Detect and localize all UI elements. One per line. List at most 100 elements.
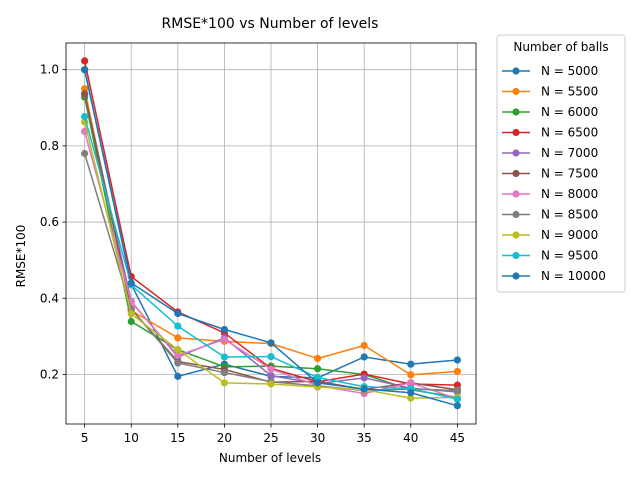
data-point: [81, 149, 89, 158]
x-tick-label: 35: [357, 431, 372, 445]
data-point: [174, 372, 182, 380]
legend-entry: N = 7000: [502, 146, 598, 160]
x-tick-label: 25: [263, 431, 278, 445]
legend-entry: N = 9500: [502, 249, 598, 263]
data-point: [407, 394, 415, 402]
legend-entry: N = 7500: [502, 167, 598, 181]
data-point: [313, 373, 322, 382]
chart-title: RMSE*100 vs Number of levels: [162, 16, 379, 32]
data-point: [453, 402, 461, 410]
legend-entry: N = 10000: [502, 269, 606, 283]
legend-entry: N = 6500: [502, 126, 598, 140]
legend-label: N = 5500: [541, 85, 598, 99]
x-tick-label: 5: [81, 431, 89, 445]
legend-marker: [512, 272, 520, 280]
legend-label: N = 8500: [541, 208, 598, 222]
x-tick-label: 45: [450, 431, 465, 445]
data-point: [407, 389, 415, 397]
data-point: [220, 335, 229, 344]
data-point: [453, 356, 461, 364]
data-point: [220, 325, 229, 334]
data-point: [174, 322, 182, 330]
legend-marker: [512, 169, 520, 178]
legend-label: N = 6500: [541, 126, 598, 140]
data-point: [81, 57, 89, 65]
data-point: [407, 360, 415, 368]
data-point: [127, 310, 135, 318]
legend-marker: [512, 149, 520, 157]
series-layer: [81, 57, 461, 410]
data-point: [453, 386, 461, 395]
data-point: [313, 365, 322, 373]
legend-entries: N = 5000 N = 5500 N = 6000 N = 6500 N = 7000…: [502, 64, 606, 283]
y-tick-label: 0.4: [40, 291, 59, 305]
x-axis-label: Number of levels: [219, 451, 321, 465]
legend-box: [496, 34, 626, 293]
legend-marker: [512, 87, 520, 96]
legend-title: Number of balls: [513, 40, 608, 54]
legend-label: N = 5000: [541, 64, 598, 78]
y-axis-label: RMSE*100: [14, 225, 28, 288]
legend-label: N = 9500: [541, 249, 598, 263]
y-tick-label: 0.8: [40, 139, 59, 153]
data-point: [81, 66, 89, 74]
grid-lines: [66, 43, 476, 424]
data-point: [407, 371, 415, 379]
data-point: [313, 354, 322, 363]
data-point: [81, 112, 89, 121]
legend-entry: N = 8000: [502, 187, 598, 201]
legend-label: N = 7000: [541, 146, 598, 160]
legend-marker: [512, 251, 520, 260]
x-tick-label: 40: [403, 431, 418, 445]
data-point: [267, 352, 275, 361]
legend-entry: N = 5500: [502, 85, 598, 99]
y-tick-label: 0.6: [40, 215, 59, 229]
data-point: [360, 341, 368, 350]
x-tick-label: 20: [217, 431, 232, 445]
data-point: [267, 380, 275, 388]
legend-label: N = 6000: [541, 105, 598, 119]
data-point: [267, 365, 275, 373]
data-point: [267, 372, 275, 380]
legend-entry: N = 9000: [502, 228, 598, 242]
y-tick-label: 1.0: [40, 63, 59, 77]
data-point: [267, 339, 275, 347]
legend-label: N = 8000: [541, 187, 598, 201]
data-point: [174, 346, 182, 354]
legend-entry: N = 8500: [502, 208, 598, 222]
legend-marker: [512, 67, 520, 75]
legend-entry: N = 5000: [502, 64, 598, 78]
data-point: [127, 279, 135, 287]
legend-marker: [512, 128, 520, 137]
legend-marker: [512, 108, 520, 116]
legend-marker: [512, 190, 520, 198]
data-point: [407, 379, 415, 387]
data-point: [81, 85, 89, 93]
x-tick-label: 15: [170, 431, 185, 445]
data-point: [313, 379, 322, 387]
series-10000: [81, 66, 461, 410]
legend-entry: N = 6000: [502, 105, 598, 119]
y-tick-label: 0.2: [40, 367, 59, 381]
legend-marker: [512, 210, 520, 219]
data-point: [174, 334, 182, 342]
data-point: [127, 317, 135, 326]
data-point: [360, 353, 368, 361]
data-point: [174, 309, 182, 318]
data-point: [360, 374, 368, 382]
legend-label: N = 9000: [541, 228, 598, 242]
legend-marker: [512, 231, 520, 239]
data-point: [453, 395, 461, 403]
data-point: [220, 379, 229, 387]
x-tick-label: 10: [124, 431, 139, 445]
x-tick-label: 30: [310, 431, 325, 445]
data-point: [174, 359, 182, 367]
data-point: [220, 368, 229, 377]
legend: Number of balls N = 5000 N = 5500 N = 6000…: [496, 34, 626, 293]
data-point: [81, 90, 89, 98]
data-point: [220, 353, 229, 361]
legend-label: N = 7500: [541, 167, 598, 181]
data-point: [174, 351, 182, 360]
